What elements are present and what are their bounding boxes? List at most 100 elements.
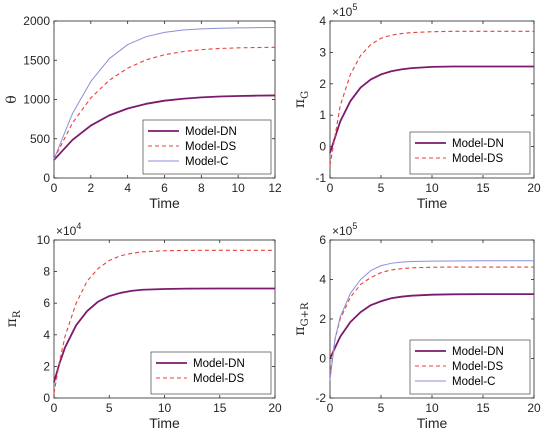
x-tick-label: 0	[51, 181, 58, 195]
x-tick-label: 0	[327, 181, 334, 195]
x-tick-label: 10	[158, 401, 172, 415]
series-line-model-c	[329, 260, 534, 381]
x-tick-label: 15	[476, 401, 490, 415]
series-line-model-dn	[53, 287, 275, 383]
y-tick-label: 2000	[23, 14, 50, 28]
x-tick-label: 5	[378, 181, 385, 195]
axis-exponent-base: ×10	[332, 5, 353, 19]
x-tick-label: 15	[476, 181, 490, 195]
axis-exponent-power: 4	[76, 221, 81, 231]
y-axis-subscript: R	[12, 310, 23, 318]
x-tick-label: 8	[198, 181, 205, 195]
series-line-model-dn	[329, 65, 534, 154]
x-tick-label: 4	[124, 181, 131, 195]
y-tick-label: 8	[43, 265, 50, 279]
y-tick-label: 6	[43, 296, 50, 310]
x-tick-label: 2	[87, 181, 94, 195]
y-tick-label: 0	[43, 391, 50, 405]
y-axis-subscript: G+R	[300, 302, 311, 326]
axis-exponent-base: ×10	[332, 224, 353, 238]
y-tick-label: 2	[319, 77, 326, 91]
x-tick-label: 0	[327, 401, 334, 415]
y-tick-label: 0	[319, 140, 326, 154]
y-tick-label: 1500	[23, 53, 50, 67]
y-tick-label: 2	[43, 359, 50, 373]
chart-panel-4: 0 5 10 15 20-20246TimeπG+R×105Model-DNModel-…	[292, 221, 541, 431]
y-tick-label: -1	[315, 171, 326, 185]
series-line-model-ds	[329, 266, 534, 377]
chart-panel-2: 0 5 10 15 20-101234TimeπG×105Model-DNModel-D…	[292, 2, 541, 211]
legend-box	[409, 339, 531, 395]
axis-exponent-power: 5	[352, 2, 357, 12]
series-line-model-dn	[329, 293, 534, 359]
y-tick-label: 4	[319, 273, 326, 287]
legend-label: Model-DN	[193, 358, 245, 370]
series-line-model-ds	[53, 46, 276, 160]
y-axis-symbol: π	[292, 326, 308, 335]
y-axis-symbol: θ	[4, 95, 20, 103]
y-tick-label: 2	[319, 312, 326, 326]
legend-label: Model-DS	[452, 153, 503, 165]
x-tick-label: 20	[527, 181, 541, 195]
x-tick-label: 10	[425, 401, 439, 415]
y-tick-label: 500	[30, 132, 50, 146]
x-axis-label: Time	[149, 415, 180, 431]
series-line-model-c	[53, 27, 276, 160]
x-tick-label: 6	[161, 181, 168, 195]
legend: Model-DN Model-DS Model-C	[142, 119, 272, 175]
axis-exponent-base: ×10	[56, 224, 77, 238]
y-tick-label: 4	[319, 14, 326, 28]
axis-exponent-power: 5	[352, 221, 357, 231]
chart-panel-1: 0 2 4 6 8 10 120500100015002000TimeθModel-DNMo…	[4, 14, 282, 211]
x-axis-label: Time	[417, 415, 448, 431]
legend-label: Model-DN	[452, 346, 504, 358]
x-tick-label: 15	[213, 401, 227, 415]
axis-exponent: ×105	[332, 2, 357, 19]
legend-label: Model-DS	[452, 361, 503, 373]
y-tick-label: 0	[43, 171, 50, 185]
y-tick-label: 6	[319, 233, 326, 247]
x-tick-label: 20	[527, 401, 541, 415]
y-axis-symbol: π	[4, 318, 20, 327]
y-tick-label: 4	[43, 328, 50, 342]
y-tick-label: 10	[37, 233, 51, 247]
series-line-model-ds	[329, 30, 534, 166]
y-axis-subscript: G	[300, 91, 311, 99]
legend-label: Model-DN	[452, 138, 504, 150]
legend-label: Model-DS	[185, 141, 236, 153]
chart-panel-3: 0 5 10 15 200246810TimeπR×104Model-DNModel-D…	[4, 221, 282, 431]
y-axis-symbol: π	[292, 99, 308, 108]
legend-label: Model-C	[185, 156, 228, 168]
legend-box	[409, 131, 531, 175]
x-tick-label: 12	[268, 181, 282, 195]
x-tick-label: 5	[378, 401, 385, 415]
x-axis-label: Time	[149, 195, 180, 211]
legend: Model-DN Model-DS	[409, 131, 531, 175]
x-tick-label: 10	[425, 181, 439, 195]
y-tick-label: 1	[319, 108, 326, 122]
legend-label: Model-DS	[193, 373, 244, 385]
y-tick-label: 0	[319, 352, 326, 366]
legend: Model-DN Model-DS	[150, 351, 272, 395]
x-tick-label: 20	[268, 401, 282, 415]
x-axis-label: Time	[417, 195, 448, 211]
y-axis-label: πR	[4, 310, 23, 327]
series-line-model-dn	[53, 94, 276, 161]
legend-box	[142, 119, 272, 175]
y-axis-label: πG	[292, 91, 311, 108]
y-tick-label: -2	[315, 391, 326, 405]
legend: Model-DN Model-DS Model-C	[409, 339, 531, 395]
x-tick-label: 10	[231, 181, 245, 195]
y-tick-label: 1000	[23, 93, 50, 107]
y-tick-label: 3	[319, 45, 326, 59]
x-tick-label: 0	[51, 401, 58, 415]
legend-label: Model-DN	[185, 126, 237, 138]
axis-exponent: ×105	[332, 221, 357, 238]
axis-exponent: ×104	[56, 221, 81, 238]
y-axis-label: θ	[4, 95, 20, 103]
legend-label: Model-C	[452, 376, 495, 388]
legend-box	[150, 351, 272, 395]
y-axis-label: πG+R	[292, 302, 311, 336]
x-tick-label: 5	[106, 401, 113, 415]
